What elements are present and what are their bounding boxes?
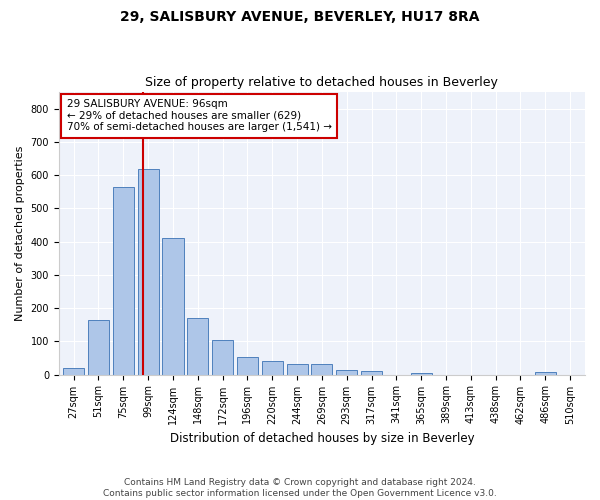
X-axis label: Distribution of detached houses by size in Beverley: Distribution of detached houses by size … (170, 432, 474, 445)
Title: Size of property relative to detached houses in Beverley: Size of property relative to detached ho… (145, 76, 499, 90)
Bar (262, 362, 283, 374)
Bar (361, 371, 382, 374)
Bar (212, 340, 233, 374)
Bar (63, 368, 84, 374)
Bar (410, 372, 432, 374)
Bar (287, 364, 308, 374)
Text: Contains HM Land Registry data © Crown copyright and database right 2024.
Contai: Contains HM Land Registry data © Crown c… (103, 478, 497, 498)
Bar (137, 170, 158, 374)
Bar (88, 320, 109, 374)
Bar (237, 358, 258, 374)
Bar (187, 318, 208, 374)
Bar (163, 238, 184, 374)
Text: 29, SALISBURY AVENUE, BEVERLEY, HU17 8RA: 29, SALISBURY AVENUE, BEVERLEY, HU17 8RA (120, 10, 480, 24)
Text: 29 SALISBURY AVENUE: 96sqm
← 29% of detached houses are smaller (629)
70% of sem: 29 SALISBURY AVENUE: 96sqm ← 29% of deta… (67, 99, 332, 132)
Bar (311, 364, 332, 374)
Bar (113, 187, 134, 374)
Y-axis label: Number of detached properties: Number of detached properties (15, 146, 25, 321)
Bar (535, 372, 556, 374)
Bar (336, 370, 357, 374)
